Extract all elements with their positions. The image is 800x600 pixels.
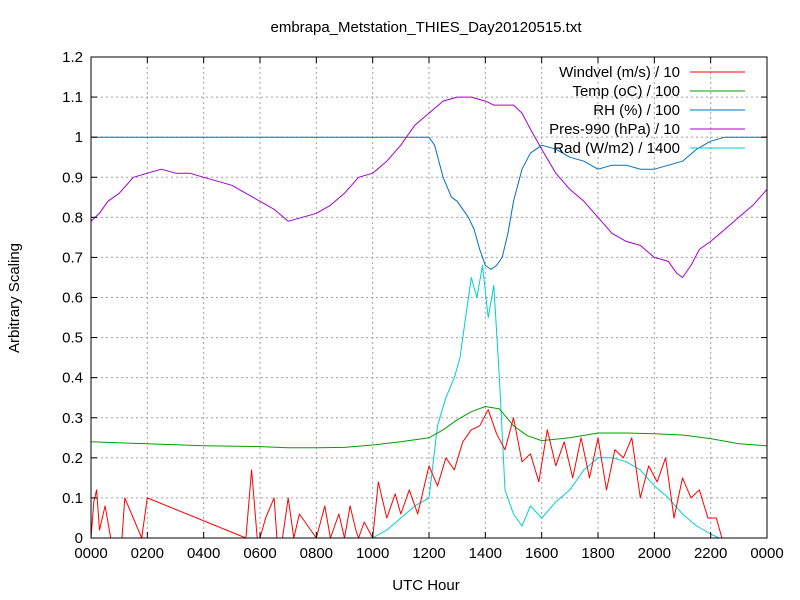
y-tick-label: 0.3	[62, 410, 83, 427]
y-tick-label: 0.5	[62, 330, 83, 347]
x-tick-label: 1400	[469, 545, 502, 562]
x-tick-label: 0600	[243, 545, 276, 562]
legend-label: RH (%) / 100	[593, 102, 680, 119]
y-tick-label: 0.8	[62, 209, 83, 226]
x-tick-label: 2200	[694, 545, 727, 562]
axis-ticks: 0 0.1 0.2 0.3 0.4 0.5 0.6 0.7 0.8 0.9 1 1.1 1.2 0000 0…	[62, 49, 784, 562]
x-tick-label: 1600	[525, 545, 558, 562]
y-tick-label: 1	[75, 129, 83, 146]
legend-label: Pres-990 (hPa) / 10	[549, 121, 680, 138]
y-tick-label: 0.7	[62, 249, 83, 266]
y-tick-label: 0.2	[62, 450, 83, 467]
x-tick-label: 1800	[581, 545, 614, 562]
y-tick-label: 0.6	[62, 290, 83, 307]
y-tick-label: 0.1	[62, 490, 83, 507]
y-tick-label: 0.9	[62, 169, 83, 186]
legend-label: Windvel (m/s) / 10	[559, 64, 680, 81]
x-tick-label: 1200	[412, 545, 445, 562]
chart-title: embrapa_Metstation_THIES_Day20120515.txt	[270, 19, 582, 36]
series-line-4	[91, 264, 767, 539]
x-tick-label: 1000	[356, 545, 389, 562]
x-tick-label: 0000	[74, 545, 107, 562]
y-tick-label: 0	[75, 530, 83, 547]
x-tick-label: 0200	[131, 545, 164, 562]
y-tick-label: 0.4	[62, 370, 83, 387]
legend-label: Rad (W/m2) / 1400	[553, 140, 680, 157]
series-line-2	[91, 136, 767, 270]
x-tick-label: 0400	[187, 545, 220, 562]
x-tick-label: 0800	[300, 545, 333, 562]
y-tick-label: 1.1	[62, 89, 83, 106]
series-line-3	[90, 96, 768, 278]
x-axis-title: UTC Hour	[392, 577, 460, 594]
x-tick-label: 0000	[750, 545, 783, 562]
x-tick-label: 2000	[638, 545, 671, 562]
legend: Windvel (m/s) / 10 Temp (oC) / 100 RH (%) …	[549, 64, 745, 157]
y-axis-title: Arbitrary Scaling	[6, 243, 23, 353]
y-tick-label: 1.2	[62, 49, 83, 66]
legend-label: Temp (oC) / 100	[572, 83, 680, 100]
series-line-1	[90, 406, 768, 449]
